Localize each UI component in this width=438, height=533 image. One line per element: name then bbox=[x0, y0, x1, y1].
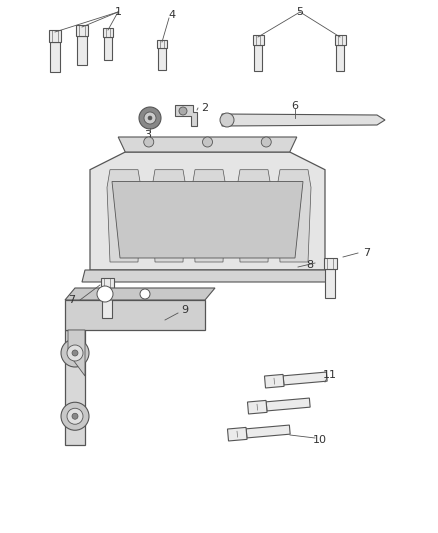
Polygon shape bbox=[100, 278, 113, 289]
Polygon shape bbox=[65, 300, 205, 330]
Circle shape bbox=[261, 137, 271, 147]
Polygon shape bbox=[227, 427, 247, 441]
Polygon shape bbox=[324, 258, 336, 269]
Circle shape bbox=[61, 402, 89, 430]
Text: 8: 8 bbox=[307, 260, 314, 270]
Polygon shape bbox=[102, 289, 112, 318]
Circle shape bbox=[144, 137, 154, 147]
Polygon shape bbox=[152, 169, 186, 262]
Polygon shape bbox=[266, 398, 310, 411]
Polygon shape bbox=[175, 105, 197, 126]
Circle shape bbox=[220, 113, 234, 127]
Text: 4: 4 bbox=[169, 10, 176, 20]
Text: 9: 9 bbox=[181, 305, 189, 315]
Text: 5: 5 bbox=[297, 7, 304, 17]
Text: 1: 1 bbox=[114, 7, 121, 17]
Polygon shape bbox=[222, 114, 385, 126]
Circle shape bbox=[179, 107, 187, 115]
Circle shape bbox=[144, 112, 156, 124]
Polygon shape bbox=[104, 37, 112, 60]
Polygon shape bbox=[335, 35, 346, 45]
Text: 2: 2 bbox=[201, 103, 208, 113]
Polygon shape bbox=[49, 30, 61, 42]
Circle shape bbox=[67, 408, 83, 424]
Polygon shape bbox=[325, 269, 335, 298]
Polygon shape bbox=[252, 35, 264, 45]
Polygon shape bbox=[277, 169, 311, 262]
Circle shape bbox=[67, 345, 83, 361]
Polygon shape bbox=[254, 45, 262, 71]
Polygon shape bbox=[265, 374, 284, 388]
Polygon shape bbox=[50, 42, 60, 72]
Polygon shape bbox=[65, 288, 215, 300]
Circle shape bbox=[139, 107, 161, 129]
Polygon shape bbox=[76, 25, 88, 36]
Text: 7: 7 bbox=[364, 248, 371, 258]
Polygon shape bbox=[336, 45, 344, 71]
Circle shape bbox=[202, 137, 212, 147]
Circle shape bbox=[97, 286, 113, 302]
Polygon shape bbox=[192, 169, 226, 262]
Polygon shape bbox=[78, 36, 87, 65]
Circle shape bbox=[72, 350, 78, 356]
Circle shape bbox=[140, 289, 150, 299]
Polygon shape bbox=[246, 425, 290, 438]
Polygon shape bbox=[103, 28, 113, 37]
Text: 7: 7 bbox=[68, 295, 76, 305]
Polygon shape bbox=[82, 270, 333, 282]
Polygon shape bbox=[157, 40, 167, 49]
Polygon shape bbox=[90, 152, 325, 270]
Text: 3: 3 bbox=[145, 130, 152, 140]
Text: 6: 6 bbox=[292, 101, 299, 111]
Polygon shape bbox=[283, 372, 327, 385]
Polygon shape bbox=[107, 169, 141, 262]
Circle shape bbox=[72, 413, 78, 419]
Circle shape bbox=[61, 339, 89, 367]
Polygon shape bbox=[65, 330, 85, 445]
Polygon shape bbox=[158, 49, 166, 70]
Text: 10: 10 bbox=[313, 435, 327, 445]
Text: 11: 11 bbox=[323, 370, 337, 380]
Polygon shape bbox=[118, 137, 297, 152]
Polygon shape bbox=[68, 330, 85, 376]
Polygon shape bbox=[112, 182, 303, 258]
Polygon shape bbox=[247, 400, 267, 414]
Polygon shape bbox=[237, 169, 271, 262]
Circle shape bbox=[148, 116, 152, 120]
